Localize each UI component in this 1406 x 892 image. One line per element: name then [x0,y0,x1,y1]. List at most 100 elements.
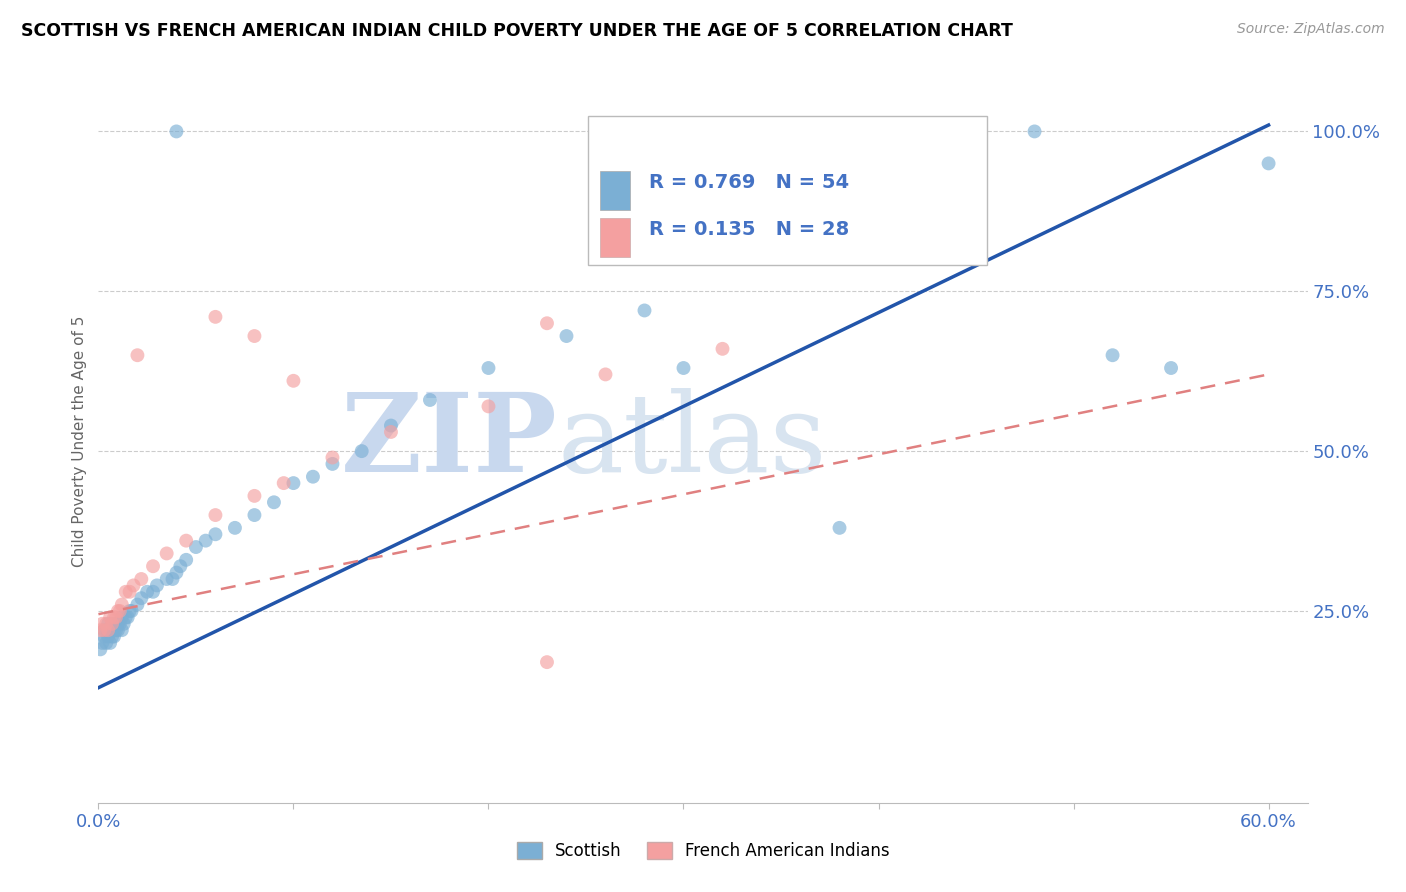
Point [555,329,578,343]
Point [828,521,851,535]
Point [477,361,499,376]
Point [111,623,134,637]
Point [1160,361,1182,376]
Point [89,623,111,637]
Point [107,623,129,637]
Point [89,642,111,657]
Point [321,457,343,471]
Point [93,623,115,637]
Point [112,616,135,631]
Text: R = 0.769   N = 54: R = 0.769 N = 54 [648,173,849,192]
Point [118,604,141,618]
FancyBboxPatch shape [600,170,630,211]
Point [146,578,169,592]
Point [104,610,127,624]
Point [1024,124,1046,138]
Text: atlas: atlas [558,388,828,495]
Point [184,540,207,554]
Point [828,188,851,202]
Point [204,310,226,324]
Point [165,566,187,580]
Point [96,616,118,631]
Y-axis label: Child Poverty Under the Age of 5: Child Poverty Under the Age of 5 [72,316,87,567]
Point [103,623,125,637]
Point [97,630,120,644]
Point [204,508,226,522]
Text: ZIP: ZIP [342,388,558,495]
Point [108,616,131,631]
Point [302,469,325,483]
Point [536,655,558,669]
Point [174,553,197,567]
Point [194,533,217,548]
Point [98,610,121,624]
Point [97,623,120,637]
Point [97,623,120,637]
Point [156,546,179,560]
Point [711,342,734,356]
Point [93,630,115,644]
Point [1257,156,1279,170]
Point [103,630,125,644]
Point [91,636,114,650]
Text: R = 0.135   N = 28: R = 0.135 N = 28 [648,220,849,239]
Point [243,489,266,503]
Point [91,616,114,631]
Legend: Scottish, French American Indians: Scottish, French American Indians [510,835,896,867]
Point [111,598,134,612]
Point [224,521,246,535]
Point [103,610,125,624]
Point [104,623,127,637]
Point [283,476,305,491]
Point [419,392,441,407]
Point [204,527,226,541]
FancyBboxPatch shape [600,218,630,257]
Point [321,450,343,465]
Point [104,616,127,631]
Point [122,578,145,592]
Point [283,374,305,388]
Point [97,616,120,631]
Point [243,329,266,343]
Point [165,124,187,138]
Point [595,368,617,382]
Point [131,591,153,606]
Point [111,610,134,624]
Point [107,616,129,631]
Point [96,623,118,637]
Point [672,361,695,376]
Point [142,584,165,599]
Point [380,425,402,439]
Point [101,630,124,644]
Point [380,418,402,433]
Point [1101,348,1123,362]
Point [98,636,121,650]
Point [114,584,136,599]
Text: Source: ZipAtlas.com: Source: ZipAtlas.com [1237,22,1385,37]
Point [477,400,499,414]
Point [117,610,139,624]
Point [174,533,197,548]
Point [131,572,153,586]
Point [169,559,191,574]
Point [127,598,149,612]
Point [108,604,131,618]
Point [114,610,136,624]
Point [98,623,121,637]
Point [273,476,295,491]
Point [350,444,373,458]
FancyBboxPatch shape [588,117,987,265]
Point [162,572,184,586]
Point [93,623,115,637]
Point [101,616,124,631]
Text: SCOTTISH VS FRENCH AMERICAN INDIAN CHILD POVERTY UNDER THE AGE OF 5 CORRELATION : SCOTTISH VS FRENCH AMERICAN INDIAN CHILD… [21,22,1012,40]
Point [121,604,143,618]
Point [107,604,129,618]
Point [136,584,159,599]
Point [127,348,149,362]
Point [263,495,285,509]
Point [536,316,558,330]
Point [96,636,118,650]
Point [156,572,179,586]
Point [633,303,655,318]
